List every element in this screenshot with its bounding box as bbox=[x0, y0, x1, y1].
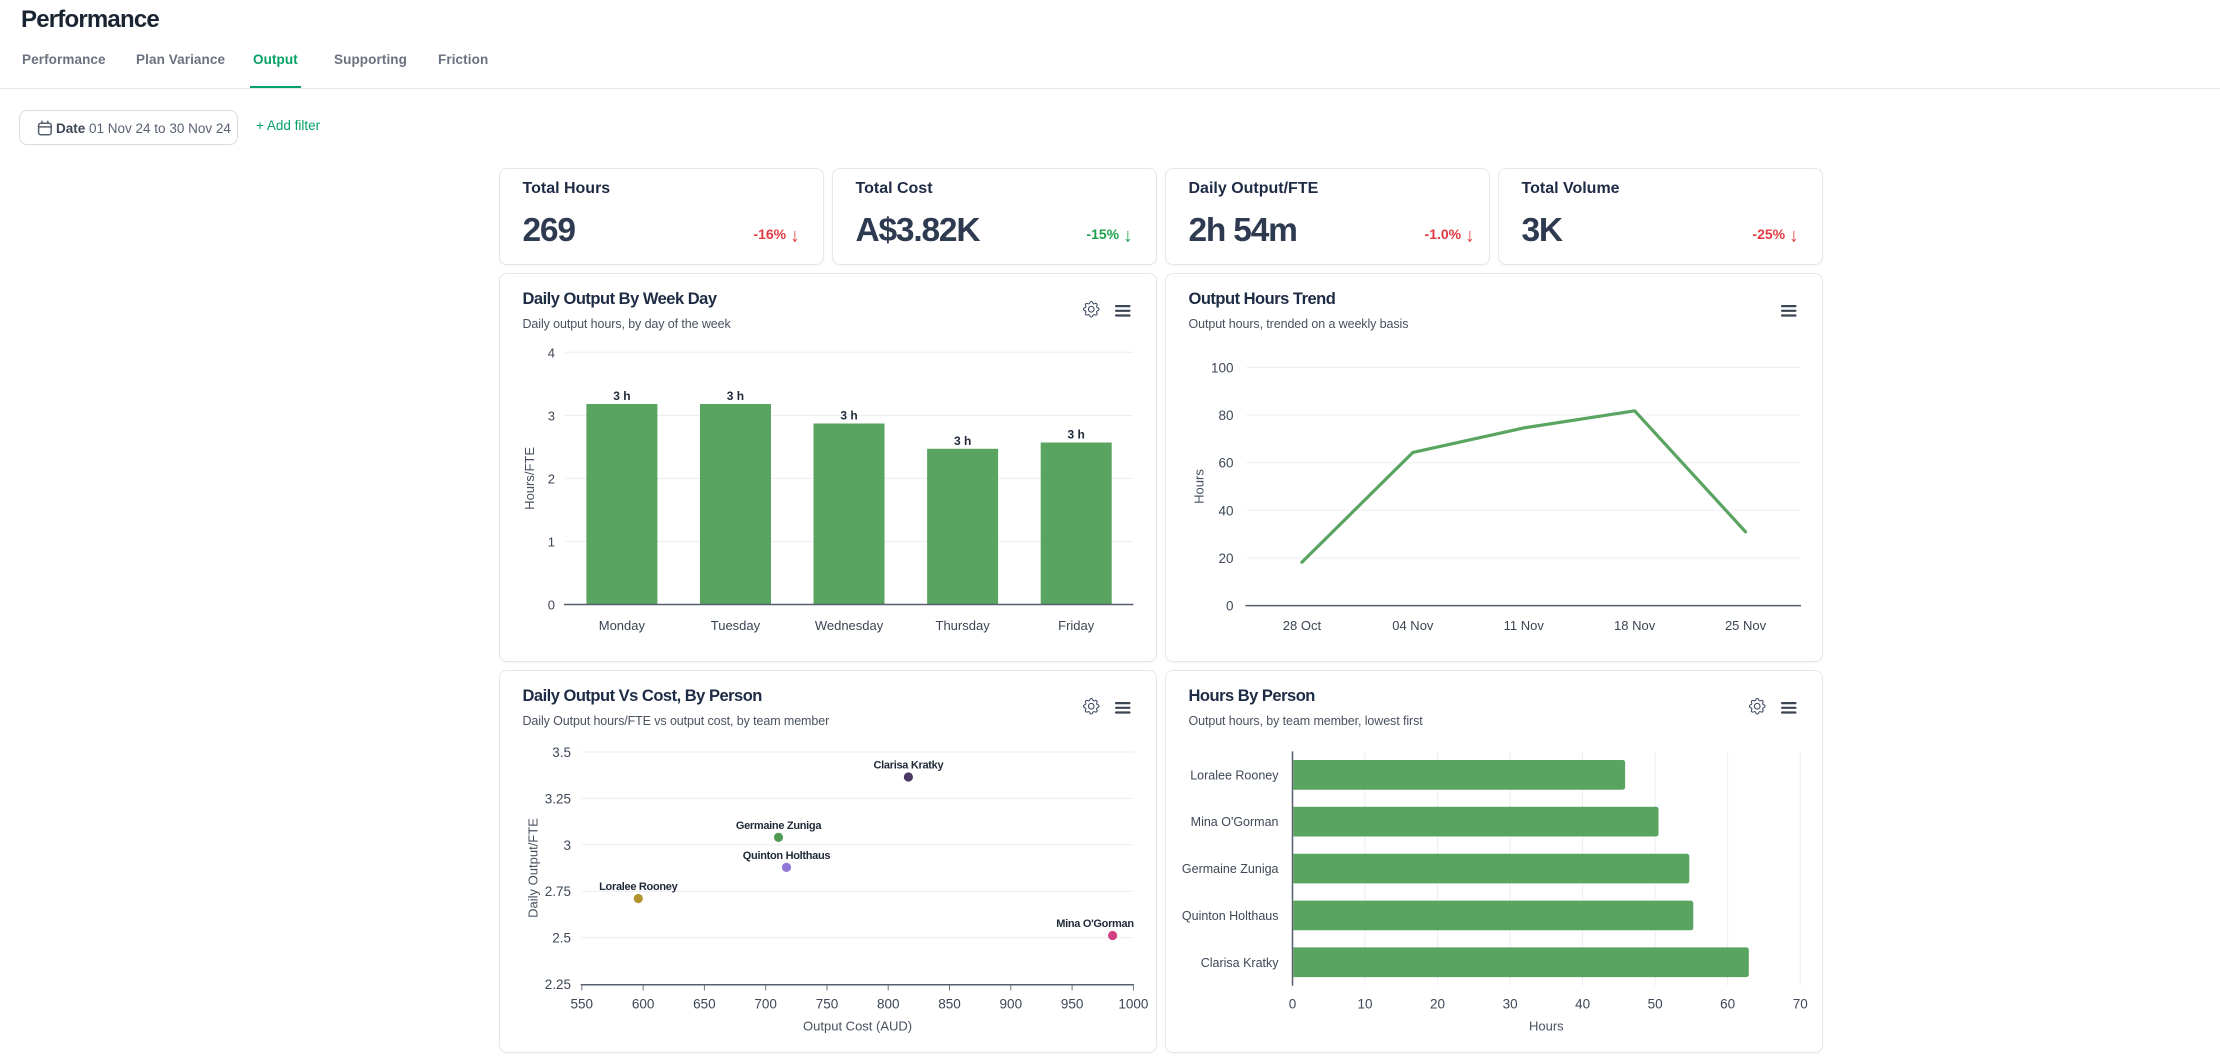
svg-text:60: 60 bbox=[1720, 997, 1735, 1012]
svg-text:28 Oct: 28 Oct bbox=[1282, 618, 1321, 633]
svg-text:1000: 1000 bbox=[1118, 997, 1148, 1012]
svg-text:3 h: 3 h bbox=[613, 389, 630, 403]
svg-text:Output Cost (AUD): Output Cost (AUD) bbox=[803, 1019, 912, 1034]
svg-text:Tuesday: Tuesday bbox=[710, 618, 760, 633]
svg-text:11 Nov: 11 Nov bbox=[1503, 618, 1544, 633]
svg-text:Monday: Monday bbox=[598, 618, 645, 633]
svg-text:1: 1 bbox=[547, 535, 554, 550]
svg-text:2.25: 2.25 bbox=[544, 977, 570, 992]
svg-text:Loralee Rooney: Loralee Rooney bbox=[599, 881, 679, 893]
svg-text:20: 20 bbox=[1218, 551, 1233, 566]
svg-text:Germaine Zuniga: Germaine Zuniga bbox=[735, 820, 822, 832]
svg-text:650: 650 bbox=[693, 997, 716, 1012]
svg-text:Quinton Holthaus: Quinton Holthaus bbox=[1181, 909, 1278, 923]
svg-text:Wednesday: Wednesday bbox=[814, 618, 883, 633]
svg-text:Mina O'Gorman: Mina O'Gorman bbox=[1190, 815, 1278, 829]
svg-text:3: 3 bbox=[547, 409, 554, 424]
svg-text:600: 600 bbox=[631, 997, 654, 1012]
svg-text:700: 700 bbox=[754, 997, 777, 1012]
svg-text:950: 950 bbox=[1060, 997, 1083, 1012]
svg-text:50: 50 bbox=[1647, 997, 1662, 1012]
svg-text:0: 0 bbox=[547, 598, 554, 613]
svg-text:Quinton Holthaus: Quinton Holthaus bbox=[742, 850, 830, 862]
svg-text:Loralee Rooney: Loralee Rooney bbox=[1190, 769, 1279, 783]
svg-text:Hours/FTE: Hours/FTE bbox=[522, 447, 537, 510]
svg-text:Clarisa Kratky: Clarisa Kratky bbox=[1200, 956, 1279, 970]
svg-text:25 Nov: 25 Nov bbox=[1724, 618, 1766, 633]
svg-text:0: 0 bbox=[1288, 997, 1296, 1012]
svg-text:3.25: 3.25 bbox=[544, 792, 570, 807]
svg-text:4: 4 bbox=[547, 346, 554, 361]
svg-text:Hours: Hours bbox=[1529, 1019, 1564, 1034]
svg-text:40: 40 bbox=[1218, 504, 1233, 519]
svg-text:800: 800 bbox=[876, 997, 899, 1012]
svg-text:Thursday: Thursday bbox=[935, 618, 990, 633]
svg-text:60: 60 bbox=[1218, 456, 1233, 471]
svg-text:Daily Output/FTE: Daily Output/FTE bbox=[525, 818, 540, 918]
svg-text:0: 0 bbox=[1225, 599, 1233, 614]
svg-text:3.5: 3.5 bbox=[552, 745, 571, 760]
svg-text:18 Nov: 18 Nov bbox=[1614, 618, 1656, 633]
svg-text:80: 80 bbox=[1218, 408, 1233, 423]
svg-text:3 h: 3 h bbox=[726, 389, 743, 403]
svg-text:3 h: 3 h bbox=[953, 434, 970, 448]
svg-text:10: 10 bbox=[1357, 997, 1372, 1012]
svg-text:3 h: 3 h bbox=[840, 409, 857, 423]
svg-text:3: 3 bbox=[563, 838, 571, 853]
svg-text:Mina O'Gorman: Mina O'Gorman bbox=[1056, 918, 1134, 930]
svg-text:Friday: Friday bbox=[1058, 618, 1095, 633]
svg-text:3 h: 3 h bbox=[1067, 428, 1084, 442]
svg-text:04 Nov: 04 Nov bbox=[1392, 618, 1434, 633]
svg-text:Hours: Hours bbox=[1191, 469, 1206, 504]
svg-text:100: 100 bbox=[1210, 361, 1233, 376]
svg-text:Germaine Zuniga: Germaine Zuniga bbox=[1181, 862, 1278, 876]
svg-text:2.5: 2.5 bbox=[552, 931, 571, 946]
svg-text:900: 900 bbox=[999, 997, 1022, 1012]
svg-text:550: 550 bbox=[570, 997, 593, 1012]
svg-text:20: 20 bbox=[1430, 997, 1445, 1012]
svg-text:30: 30 bbox=[1502, 997, 1517, 1012]
svg-text:70: 70 bbox=[1792, 997, 1807, 1012]
svg-text:Clarisa Kratky: Clarisa Kratky bbox=[873, 760, 944, 772]
svg-text:850: 850 bbox=[938, 997, 961, 1012]
svg-text:2: 2 bbox=[547, 472, 554, 487]
svg-text:2.75: 2.75 bbox=[544, 884, 570, 899]
svg-text:750: 750 bbox=[815, 997, 838, 1012]
svg-text:40: 40 bbox=[1575, 997, 1590, 1012]
